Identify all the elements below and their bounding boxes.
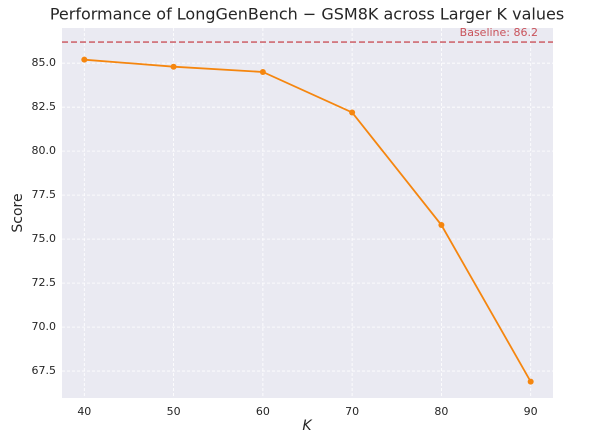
- point: [170, 63, 177, 70]
- point: [81, 56, 88, 63]
- x-axis-label: K: [302, 418, 313, 434]
- point: [527, 378, 534, 385]
- plot-area: [62, 28, 553, 398]
- y-axis-label: Score: [10, 193, 26, 232]
- x-tick-label: 50: [167, 405, 181, 418]
- x-tick-label: 80: [434, 405, 448, 418]
- baseline-label: Baseline: 86.2: [460, 26, 538, 39]
- y-tick-label: 80.0: [32, 144, 57, 157]
- chart-title: Performance of LongGenBench − GSM8K acro…: [50, 5, 564, 24]
- x-tick-label: 90: [524, 405, 538, 418]
- line: [84, 58, 532, 383]
- y-tick-label: 82.5: [32, 100, 57, 113]
- y-tick-label: 85.0: [32, 56, 57, 69]
- y-tick-label: 67.5: [32, 364, 57, 377]
- x-tick-label: 70: [345, 405, 359, 418]
- point: [259, 68, 266, 75]
- x-tick-label: 60: [256, 405, 270, 418]
- y-tick-label: 75.0: [32, 232, 57, 245]
- y-tick-label: 77.5: [32, 188, 57, 201]
- x-tick-label: 40: [77, 405, 91, 418]
- point: [349, 109, 356, 116]
- y-tick-label: 72.5: [32, 276, 57, 289]
- y-tick-label: 70.0: [32, 320, 57, 333]
- point: [438, 222, 445, 229]
